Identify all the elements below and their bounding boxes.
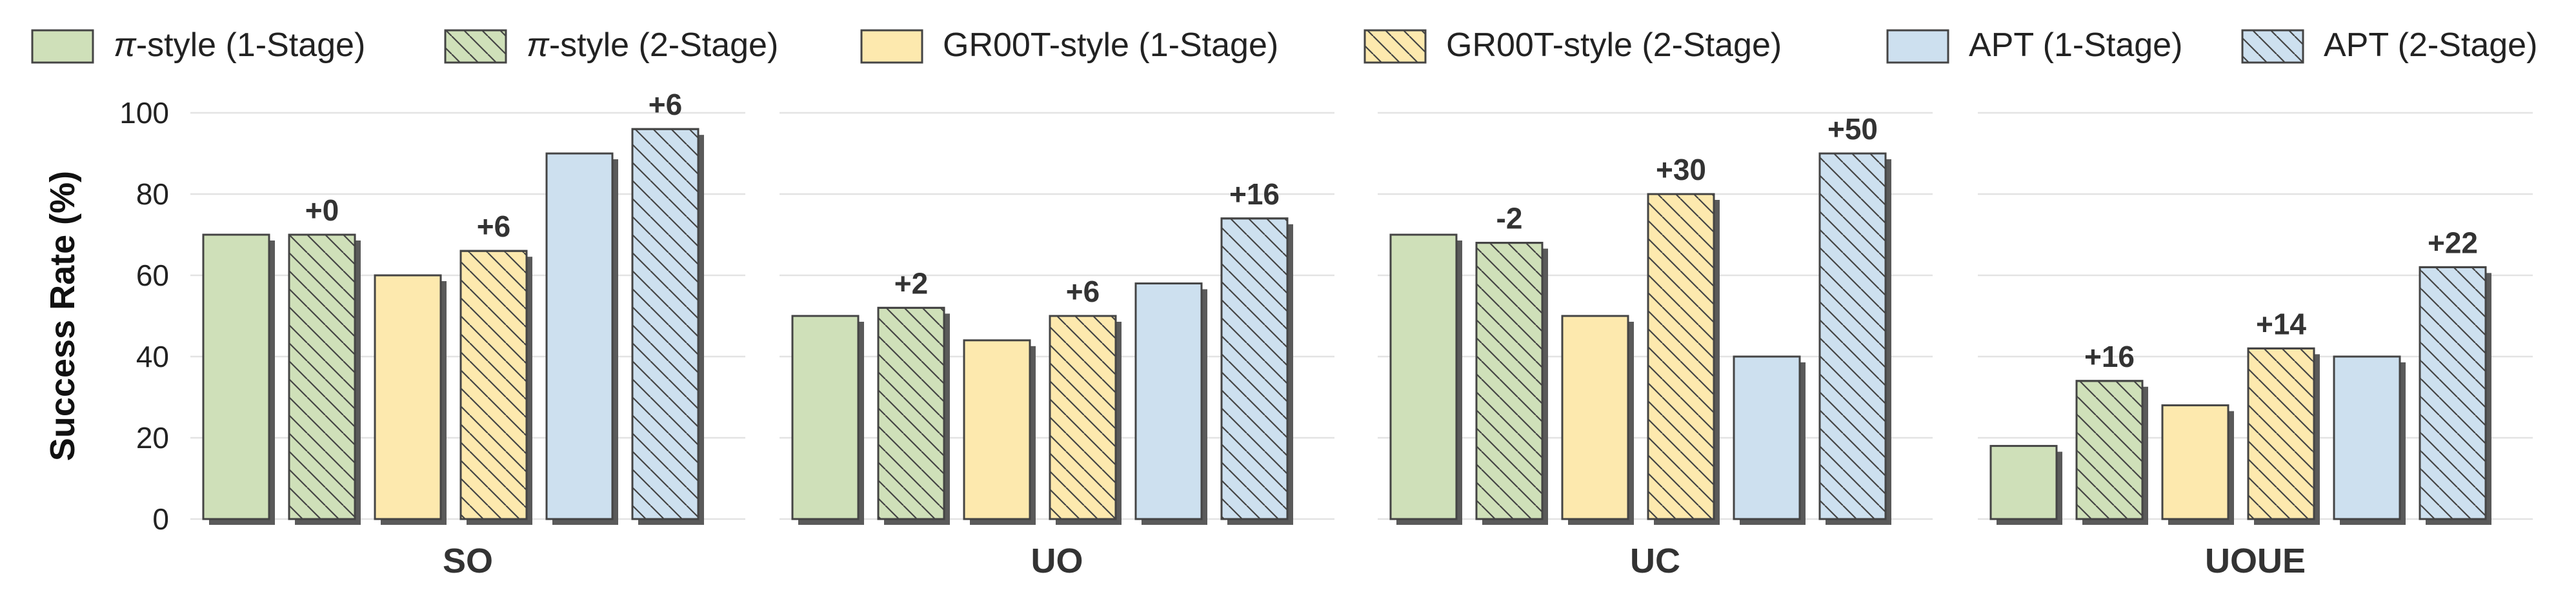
- legend-swatch: [1886, 29, 1949, 64]
- bar-so-4: [459, 250, 532, 525]
- panel-uo: +2 +6 +16 UO: [780, 112, 1334, 580]
- delta-label: +2: [894, 266, 928, 300]
- delta-label: +6: [477, 210, 510, 243]
- y-tick-label: 40: [136, 340, 169, 373]
- legend-label: APT (1-Stage): [1969, 26, 2182, 64]
- bar: [545, 152, 614, 520]
- bar: [2333, 355, 2401, 520]
- panel-so: +0 +6 +6 SO: [190, 88, 745, 580]
- bar: [1733, 355, 1801, 520]
- bar-hatch: [1647, 193, 1715, 520]
- legend-item-1: π-style (1-Stage): [31, 26, 365, 64]
- bar: [1134, 282, 1203, 520]
- category-label: UC: [1630, 542, 1680, 580]
- bar-uo-6: [1220, 217, 1293, 525]
- y-tick-label: 0: [152, 502, 169, 536]
- legend-label: π-style (1-Stage): [114, 26, 365, 64]
- bar-uc-5: [1733, 355, 1806, 525]
- bar-hatch: [1818, 152, 1887, 520]
- bar-hatch: [2247, 347, 2315, 520]
- delta-label: +14: [2256, 307, 2306, 340]
- legend-item-3: GR00T-style (1-Stage): [860, 26, 1278, 64]
- bar-uc-4: [1647, 193, 1720, 525]
- legend-label: APT (2-Stage): [2324, 26, 2537, 64]
- bar-hatch: [1475, 242, 1544, 520]
- y-axis: Success Rate (%) 0 20 40 60 80 100: [43, 96, 169, 536]
- bar-uoue-3: [2161, 404, 2234, 525]
- y-tick-label: 20: [136, 421, 169, 455]
- legend-label: GR00T-style (1-Stage): [943, 26, 1278, 64]
- bar-so-3: [374, 274, 447, 525]
- bar-uc-6: [1818, 152, 1891, 525]
- bar-uoue-4: [2247, 347, 2320, 525]
- bar-hatch: [631, 128, 699, 520]
- legend-label: GR00T-style (2-Stage): [1446, 26, 1782, 64]
- bar-uo-1: [791, 315, 864, 525]
- panel-uoue: +16 +14 +22 UOUE: [1978, 112, 2533, 580]
- legend-swatch-hatch: [2241, 29, 2304, 64]
- bar-uc-2: [1475, 242, 1548, 525]
- legend-swatch: [860, 29, 923, 64]
- bar: [1561, 315, 1629, 520]
- bar-uoue-6: [2419, 266, 2491, 525]
- delta-label: +22: [2428, 226, 2478, 259]
- legend-item-2: π-style (2-Stage): [444, 26, 778, 64]
- bar-hatch: [2419, 266, 2487, 520]
- bar-uo-3: [963, 339, 1036, 525]
- bar-so-5: [545, 152, 618, 525]
- legend: π-style (1-Stage) π-style (2-Stage) GR00T-…: [31, 26, 2537, 64]
- category-label: UOUE: [2205, 542, 2306, 580]
- bar-so-2: [288, 233, 361, 525]
- bar-so-1: [202, 233, 275, 525]
- bar-uo-2: [877, 306, 950, 525]
- y-tick-label: 80: [136, 177, 169, 211]
- delta-label: +16: [2084, 340, 2135, 373]
- category-label: SO: [443, 542, 493, 580]
- bar: [791, 315, 860, 520]
- bar-hatch: [1220, 217, 1289, 520]
- delta-label: +30: [1656, 153, 1706, 186]
- legend-item-5: APT (1-Stage): [1886, 26, 2182, 64]
- bar: [374, 274, 442, 520]
- bar-uoue-2: [2075, 380, 2148, 525]
- legend-swatch: [31, 29, 94, 64]
- bar-uo-4: [1049, 315, 1122, 525]
- bar: [202, 233, 270, 520]
- bar-hatch: [288, 233, 356, 520]
- delta-label: +16: [1229, 177, 1280, 211]
- y-axis-label: Success Rate (%): [43, 171, 82, 461]
- bar-uo-5: [1134, 282, 1207, 525]
- panel-uc: -2 +30 +50 UC: [1378, 112, 1933, 580]
- bar-hatch: [2075, 380, 2144, 520]
- y-tick-label: 100: [119, 96, 169, 130]
- bar: [1389, 233, 1458, 520]
- delta-label: -2: [1496, 202, 1523, 235]
- delta-label: +6: [649, 88, 682, 121]
- delta-label: +6: [1066, 275, 1100, 308]
- chart-panels: +0 +6 +6 SO +2 +6 +16 UO -2 +30 +50 UC +16 +14 +22 UOUE: [190, 88, 2533, 580]
- bar: [2161, 404, 2229, 520]
- legend-item-4: GR00T-style (2-Stage): [1363, 26, 1782, 64]
- bar-uoue-5: [2333, 355, 2406, 525]
- bar-so-6: [631, 128, 704, 525]
- legend-item-6: APT (2-Stage): [2241, 26, 2537, 64]
- bar: [1989, 445, 2058, 520]
- delta-label: +0: [305, 193, 339, 227]
- delta-label: +50: [1827, 112, 1878, 146]
- y-tick-label: 60: [136, 259, 169, 292]
- legend-label: π-style (2-Stage): [527, 26, 778, 64]
- category-label: UO: [1031, 542, 1083, 580]
- legend-swatch-hatch: [1363, 29, 1427, 64]
- bar: [963, 339, 1031, 520]
- bar-hatch: [1049, 315, 1117, 520]
- legend-swatch-hatch: [444, 29, 507, 64]
- bar-uc-3: [1561, 315, 1634, 525]
- bar-hatch: [877, 306, 945, 520]
- bar-uoue-1: [1989, 445, 2062, 525]
- bar-uc-1: [1389, 233, 1462, 525]
- bar-hatch: [459, 250, 528, 520]
